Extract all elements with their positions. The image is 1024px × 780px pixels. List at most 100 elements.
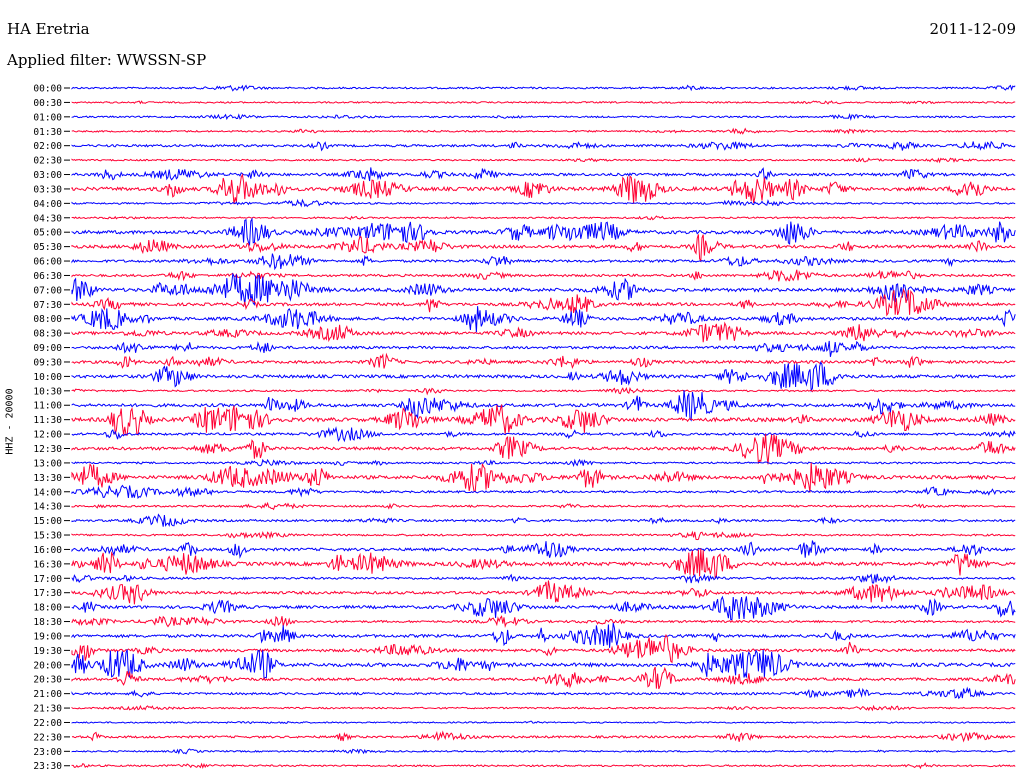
trace-0500 bbox=[71, 217, 1016, 247]
trace-1430 bbox=[71, 501, 1016, 511]
trace-1030 bbox=[71, 387, 1016, 396]
tick-label-0200: 02:00 bbox=[33, 141, 62, 152]
tick-label-0300: 03:00 bbox=[33, 170, 62, 181]
tick-label-1200: 12:00 bbox=[33, 430, 62, 441]
tick-label-0830: 08:30 bbox=[33, 329, 62, 340]
tick-label-0230: 02:30 bbox=[33, 156, 62, 167]
trace-0800 bbox=[71, 306, 1016, 333]
tick-label-0800: 08:00 bbox=[33, 314, 62, 325]
trace-0100 bbox=[71, 112, 1016, 121]
tick-label-2130: 21:30 bbox=[33, 704, 62, 715]
tick-label-1430: 14:30 bbox=[33, 502, 62, 513]
trace-0600 bbox=[71, 253, 1016, 271]
tick-label-0100: 01:00 bbox=[33, 112, 62, 123]
tick-label-1900: 19:00 bbox=[33, 631, 62, 642]
trace-1500 bbox=[71, 513, 1016, 528]
tick-label-0600: 06:00 bbox=[33, 257, 62, 268]
trace-1800 bbox=[71, 595, 1016, 621]
trace-0630 bbox=[71, 269, 1016, 282]
tick-label-2230: 22:30 bbox=[33, 732, 62, 743]
trace-0400 bbox=[71, 198, 1016, 208]
trace-1400 bbox=[71, 484, 1016, 499]
trace-1230 bbox=[71, 433, 1016, 465]
tick-label-2100: 21:00 bbox=[33, 689, 62, 700]
trace-0930 bbox=[71, 352, 1016, 369]
tick-label-1300: 13:00 bbox=[33, 458, 62, 469]
trace-1830 bbox=[71, 615, 1016, 628]
tick-label-0400: 04:00 bbox=[33, 199, 62, 210]
tick-label-1000: 10:00 bbox=[33, 372, 62, 383]
trace-1330 bbox=[71, 462, 1016, 493]
tick-label-1800: 18:00 bbox=[33, 603, 62, 614]
tick-label-1700: 17:00 bbox=[33, 574, 62, 585]
date-label: 2011-12-09 bbox=[929, 20, 1016, 38]
trace-2330 bbox=[71, 762, 1016, 770]
trace-2200 bbox=[71, 720, 1016, 725]
trace-0000 bbox=[71, 84, 1016, 92]
time-tick-labels: 00:00 00:30 01:00 01:30 02:00 02:30 03:00 03:30… bbox=[33, 84, 70, 772]
tick-label-0130: 01:30 bbox=[33, 127, 62, 138]
tick-label-1730: 17:30 bbox=[33, 588, 62, 599]
tick-label-2030: 20:30 bbox=[33, 675, 62, 686]
tick-label-1130: 11:30 bbox=[33, 415, 62, 426]
trace-1100 bbox=[71, 390, 1016, 422]
trace-1730 bbox=[71, 580, 1016, 605]
seismogram-traces bbox=[71, 84, 1016, 770]
trace-1300 bbox=[71, 458, 1016, 468]
trace-0830 bbox=[71, 321, 1016, 343]
trace-0530 bbox=[71, 234, 1016, 263]
trace-0200 bbox=[71, 140, 1016, 152]
trace-2230 bbox=[71, 730, 1016, 743]
tick-label-1400: 14:00 bbox=[33, 487, 62, 498]
trace-1930 bbox=[71, 633, 1016, 664]
tick-label-0030: 00:30 bbox=[33, 98, 62, 109]
tick-label-1500: 15:00 bbox=[33, 516, 62, 527]
tick-label-2330: 23:30 bbox=[33, 761, 62, 772]
trace-0130 bbox=[71, 127, 1016, 135]
trace-0030 bbox=[71, 100, 1016, 105]
tick-label-1930: 19:30 bbox=[33, 646, 62, 657]
tick-label-1230: 12:30 bbox=[33, 444, 62, 455]
tick-label-0930: 09:30 bbox=[33, 357, 62, 368]
trace-2030 bbox=[71, 666, 1016, 690]
trace-1630 bbox=[71, 548, 1016, 579]
trace-0700 bbox=[71, 272, 1016, 306]
trace-1200 bbox=[71, 426, 1016, 443]
tick-label-0530: 05:30 bbox=[33, 242, 62, 253]
station-title: HA Eretria bbox=[7, 20, 90, 38]
tick-label-0330: 03:30 bbox=[33, 184, 62, 195]
tick-label-2200: 22:00 bbox=[33, 718, 62, 729]
trace-2000 bbox=[71, 649, 1016, 681]
tick-label-1100: 11:00 bbox=[33, 401, 62, 412]
tick-label-0730: 07:30 bbox=[33, 300, 62, 311]
trace-0900 bbox=[71, 340, 1016, 358]
trace-0300 bbox=[71, 167, 1016, 182]
tick-label-0500: 05:00 bbox=[33, 228, 62, 239]
trace-0430 bbox=[71, 215, 1016, 221]
tick-label-0430: 04:30 bbox=[33, 213, 62, 224]
trace-1130 bbox=[71, 404, 1016, 437]
trace-0230 bbox=[71, 157, 1016, 164]
trace-2300 bbox=[71, 748, 1016, 755]
tick-label-0000: 00:00 bbox=[33, 84, 62, 95]
tick-label-1530: 15:30 bbox=[33, 531, 62, 542]
trace-1000 bbox=[71, 360, 1016, 393]
trace-0730 bbox=[71, 287, 1016, 317]
filter-label: Applied filter: WWSSN-SP bbox=[7, 51, 207, 69]
trace-1900 bbox=[71, 622, 1016, 648]
trace-1600 bbox=[71, 540, 1016, 559]
tick-label-0630: 06:30 bbox=[33, 271, 62, 282]
tick-label-1600: 16:00 bbox=[33, 545, 62, 556]
tick-label-0900: 09:00 bbox=[33, 343, 62, 354]
trace-0330 bbox=[71, 173, 1016, 205]
tick-label-1330: 13:30 bbox=[33, 473, 62, 484]
tick-label-2300: 23:00 bbox=[33, 747, 62, 758]
tick-label-1830: 18:30 bbox=[33, 617, 62, 628]
trace-2100 bbox=[71, 686, 1016, 700]
trace-1530 bbox=[71, 530, 1016, 541]
trace-1700 bbox=[71, 573, 1016, 584]
trace-2130 bbox=[71, 704, 1016, 712]
tick-label-1630: 16:30 bbox=[33, 559, 62, 570]
tick-label-1030: 10:30 bbox=[33, 386, 62, 397]
